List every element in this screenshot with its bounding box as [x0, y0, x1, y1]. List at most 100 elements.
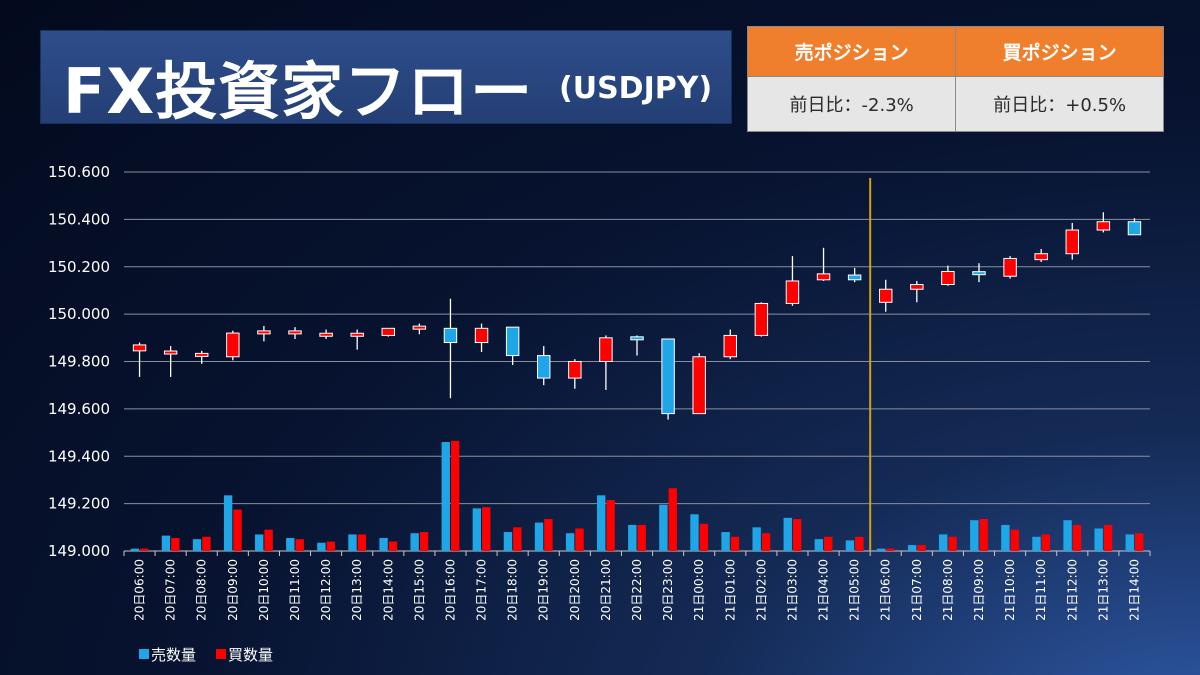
candle-body — [630, 336, 644, 341]
y-tick-label: 149.800 — [48, 353, 110, 371]
buy-volume-bar — [264, 529, 273, 551]
buy-volume-bar — [202, 536, 211, 551]
buy-volume-bar — [1072, 524, 1082, 551]
candle-body — [816, 273, 831, 281]
buy-volume-bar — [1134, 533, 1144, 551]
x-tick-label: 20日12:00 — [319, 559, 333, 621]
y-tick-label: 150.600 — [48, 163, 110, 181]
sell-volume-bar — [628, 524, 637, 551]
sell-volume-bar — [814, 539, 824, 551]
x-tick-label: 21日14:00 — [1127, 559, 1141, 621]
candle-body — [381, 327, 395, 336]
candle-body — [1003, 257, 1017, 277]
x-tick-label: 20日18:00 — [506, 559, 520, 621]
x-tick-label: 21日05:00 — [848, 559, 862, 621]
sell-volume-bar — [721, 532, 730, 551]
legend-buy-label: 買数量 — [228, 646, 273, 664]
sell-volume-bar — [690, 514, 699, 551]
buy-volume-bar — [886, 548, 895, 551]
x-tick-label: 20日09:00 — [226, 559, 240, 621]
buy-volume-bar — [450, 440, 460, 551]
x-tick-label: 20日20:00 — [568, 559, 582, 621]
x-tick-label: 21日11:00 — [1034, 559, 1048, 621]
candle-body — [319, 332, 333, 337]
buy-volume-bar — [1103, 524, 1113, 551]
x-tick-label: 21日12:00 — [1065, 559, 1079, 621]
candle-body — [1034, 253, 1048, 261]
sell-volume-bar — [223, 495, 233, 551]
buy-volume-bar — [606, 500, 615, 551]
buy-volume-bar — [761, 533, 771, 551]
buy-volume-bar — [295, 539, 304, 551]
sell-volume-bar — [161, 535, 171, 551]
x-tick-label: 20日23:00 — [661, 559, 675, 621]
buy-volume-bar — [544, 519, 553, 551]
legend-buy-swatch — [216, 649, 226, 659]
buy-volume-bar — [979, 519, 988, 551]
x-tick-label: 21日10:00 — [1003, 559, 1017, 621]
buy-volume-bar — [575, 528, 584, 551]
candle-body — [941, 270, 955, 286]
sell-volume-bar — [410, 533, 419, 551]
candle-body — [474, 327, 489, 344]
x-tick-label: 21日06:00 — [879, 559, 893, 621]
sell-volume-bar — [565, 533, 575, 551]
candle-body — [288, 330, 302, 335]
buy-volume-bar — [482, 507, 491, 551]
x-tick-label: 20日08:00 — [195, 559, 209, 621]
x-tick-label: 20日22:00 — [630, 559, 644, 621]
buy-volume-bar — [419, 532, 429, 551]
candle-body — [132, 344, 147, 352]
sell-position-change: 前日比：-2.3% — [746, 76, 957, 132]
buy-volume-bar — [233, 509, 242, 551]
sell-volume-bar — [876, 548, 886, 551]
x-tick-label: 21日04:00 — [817, 559, 831, 621]
x-tick-label: 21日13:00 — [1096, 559, 1110, 621]
candle-body — [195, 352, 209, 357]
x-tick-label: 20日15:00 — [412, 559, 426, 621]
x-tick-label: 20日14:00 — [381, 559, 395, 621]
y-tick-label: 150.000 — [48, 305, 110, 323]
x-tick-label: 21日07:00 — [910, 559, 924, 621]
candle-body — [505, 326, 520, 357]
sell-volume-bar — [939, 534, 948, 551]
y-tick-label: 150.400 — [48, 210, 110, 228]
x-tick-label: 20日17:00 — [475, 559, 489, 621]
sell-volume-bar — [1032, 536, 1041, 551]
candle-body — [879, 288, 893, 303]
candle-body — [226, 332, 240, 358]
candle-body — [723, 334, 737, 358]
buy-volume-bar — [824, 536, 833, 551]
x-tick-label: 21日02:00 — [754, 559, 768, 621]
x-tick-label: 21日03:00 — [785, 559, 799, 621]
sell-position-header: 売ポジション — [746, 26, 957, 77]
x-tick-label: 21日01:00 — [723, 559, 737, 621]
sell-volume-bar — [1001, 524, 1010, 551]
x-tick-label: 21日08:00 — [941, 559, 955, 621]
sell-volume-bar — [970, 520, 979, 551]
x-tick-label: 21日09:00 — [972, 559, 986, 621]
sell-volume-bar — [845, 540, 855, 551]
sell-volume-bar — [192, 539, 202, 551]
y-tick-label: 149.600 — [48, 400, 110, 418]
candle-body — [257, 330, 271, 335]
x-tick-label: 21日00:00 — [692, 559, 706, 621]
sell-volume-bar — [659, 504, 668, 551]
sell-volume-bar — [1063, 520, 1072, 551]
sell-volume-bar — [534, 522, 544, 551]
candle-body — [599, 337, 613, 362]
sell-volume-bar — [472, 508, 482, 551]
candle-body — [847, 274, 862, 281]
candle-body — [1065, 229, 1079, 255]
sell-volume-bar — [1094, 528, 1103, 551]
buy-volume-bar — [948, 536, 957, 551]
currency-pair: (USDJPY) — [559, 71, 713, 106]
buy-volume-bar — [1041, 534, 1051, 551]
buy-volume-bar — [171, 537, 180, 551]
buy-volume-bar — [140, 548, 149, 551]
legend-sell-label: 売数量 — [151, 646, 196, 664]
buy-volume-bar — [1010, 529, 1019, 551]
page-title: FX投資家フロー — [63, 55, 534, 128]
buy-volume-bar — [357, 534, 367, 551]
